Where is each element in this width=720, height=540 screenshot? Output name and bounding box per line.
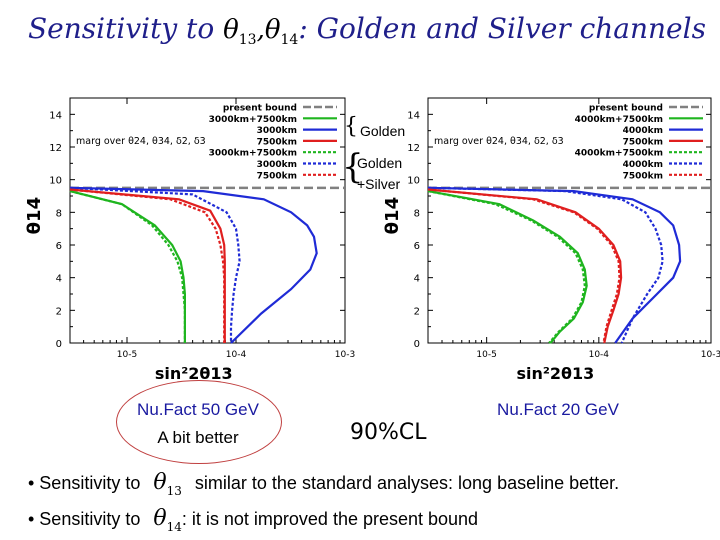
y-tick-label: 0 [414, 339, 420, 350]
y-tick-label: 6 [56, 241, 62, 252]
brace-golden-silver-label-2: +Silver [357, 176, 401, 192]
legend-label: 7500km [257, 171, 297, 181]
bullet1-prefix: • Sensitivity to [28, 473, 141, 493]
y-tick-label: 4 [414, 274, 420, 285]
y-tick-label: 0 [56, 339, 62, 350]
y-tick-label: 8 [414, 208, 420, 219]
series-line [427, 190, 588, 344]
title-theta14: θ14 [264, 15, 299, 48]
brace-golden-silver-icon: { [342, 147, 364, 187]
series-line [69, 190, 186, 343]
x-tick-label: 10-5 [117, 350, 137, 360]
highlight-oval [116, 380, 282, 464]
legend-label: present bound [589, 104, 663, 114]
y-tick-label: 10 [49, 176, 62, 187]
bullet1-symbol: θ13 [153, 470, 182, 498]
title-theta13: θ13 [223, 15, 257, 48]
legend-note: marg over θ24, θ34, δ2, δ3 [76, 136, 206, 147]
bullet2-symbol: θ14 [153, 506, 182, 534]
legend-label: 3000km+7500km [209, 115, 297, 125]
caption-right: Nu.Fact 20 GeV [497, 400, 619, 419]
legend-label: 3000km [257, 126, 297, 136]
x-tick-label: 10-4 [226, 350, 247, 360]
legend-label: 3000km+7500km [209, 149, 297, 159]
y-tick-label: 8 [56, 208, 62, 219]
series-line [69, 186, 241, 343]
legend-label: 3000km [257, 160, 297, 170]
series-line [427, 188, 621, 344]
y-tick-label: 2 [56, 306, 62, 317]
brace-golden-label: Golden [360, 123, 406, 139]
y-tick-label: 10 [407, 176, 420, 187]
caption-confidence-level: 90%CL [350, 420, 427, 445]
slide-title: Sensitivity to θ13,θ14: Golden and Silve… [28, 12, 706, 48]
y-tick-label: 12 [407, 143, 420, 154]
y-tick-label: 4 [56, 274, 62, 285]
legend-note: marg over θ24, θ34, δ2, δ3 [434, 136, 564, 147]
x-axis-label: sin²2θ13 [155, 364, 233, 383]
caption-left-line1: Nu.Fact 50 GeV [137, 400, 259, 419]
legend-label: 7500km [623, 171, 663, 181]
series-line [427, 186, 664, 344]
legend-label: 4000km+7500km [575, 115, 663, 125]
series-line [69, 190, 186, 343]
legend-label: 7500km [257, 137, 297, 147]
x-axis-label: sin²2θ13 [516, 364, 594, 383]
x-tick-label: 10-3 [701, 350, 720, 360]
series-line [69, 188, 226, 343]
legend-label: 4000km+7500km [575, 149, 663, 159]
series-line [427, 188, 623, 344]
y-tick-label: 12 [49, 143, 62, 154]
bullet1-text: similar to the standard analyses: long b… [194, 473, 620, 493]
series-line [69, 188, 226, 343]
y-tick-label: 14 [49, 110, 62, 121]
x-tick-label: 10-4 [589, 350, 610, 360]
legend-label: 4000km [623, 126, 663, 136]
brace-golden-icon: { [344, 114, 358, 139]
brace-golden-silver-label-1: Golden [357, 155, 403, 171]
legend-label: 7500km [623, 137, 663, 147]
title-separator: , [256, 15, 265, 45]
plot-frame [427, 97, 712, 344]
caption-left-line2: A bit better [157, 428, 239, 447]
title-prefix: Sensitivity to [28, 12, 215, 45]
y-tick-label: 6 [414, 241, 420, 252]
legend-label: 4000km [623, 160, 663, 170]
x-tick-label: 10-3 [335, 350, 355, 360]
bullet-theta13: • Sensitivity to θ13 similar to the stan… [28, 470, 619, 498]
title-suffix: : Golden and Silver channels [298, 12, 706, 45]
series-line [427, 186, 682, 344]
plot-frame [69, 97, 346, 344]
x-tick-label: 10-5 [476, 350, 496, 360]
series-line [69, 186, 318, 344]
legend-label: present bound [223, 104, 297, 114]
series-line [427, 190, 586, 344]
y-tick-label: 14 [407, 110, 420, 121]
bullet-theta14: • Sensitivity to θ14: it is not improved… [28, 506, 478, 534]
bullet2-prefix: • Sensitivity to [28, 509, 141, 529]
y-axis-label: θ14 [382, 197, 403, 234]
y-axis-label: θ14 [24, 197, 45, 234]
bullet2-text: : it is not improved the present bound [181, 509, 479, 529]
y-tick-label: 2 [414, 306, 420, 317]
